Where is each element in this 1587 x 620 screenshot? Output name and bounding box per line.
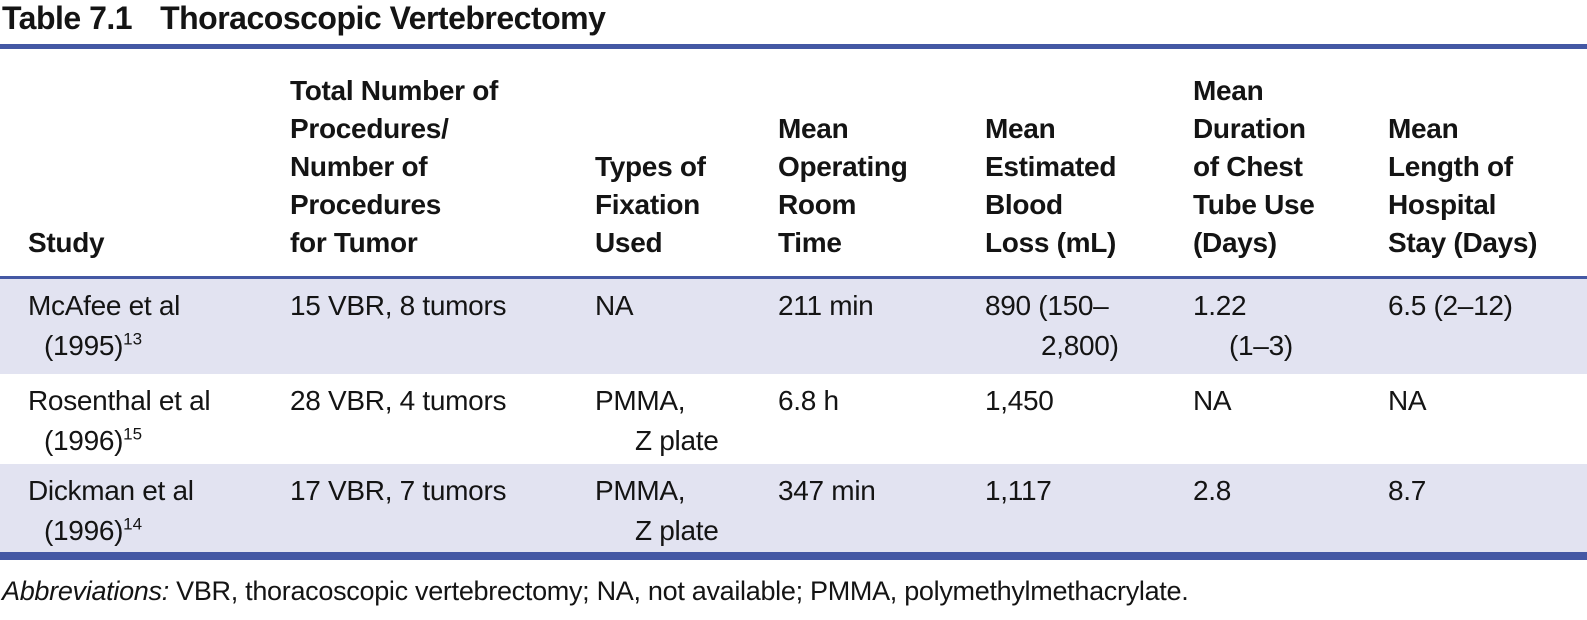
citation-superscript: 13 — [123, 329, 143, 349]
table-title: Table 7.1 Thoracoscopic Vertebrectomy — [0, 0, 1587, 44]
table-row-mcafee: McAfee et al (1995)13 15 VBR, 8 tumors N… — [0, 279, 1587, 374]
cell-blood-loss: 1,117 — [985, 475, 1052, 506]
cell-procedures: 15 VBR, 8 tumors — [290, 290, 507, 321]
citation-superscript: 15 — [123, 424, 143, 444]
abbreviations-label: Abbreviations: — [2, 576, 169, 606]
header-cell-chest-tube: Mean Duration of Chest Tube Use (Days) — [1193, 75, 1315, 258]
cell-procedures: 17 VBR, 7 tumors — [290, 475, 507, 506]
table-row-rosenthal: Rosenthal et al (1996)15 28 VBR, 4 tumor… — [0, 374, 1587, 464]
header-cell-blood-loss: Mean Estimated Blood Loss (mL) — [985, 113, 1117, 258]
cell-blood-loss: 890 (150– 2,800) — [985, 290, 1119, 361]
cell-or-time: 6.8 h — [778, 385, 839, 416]
cell-chest-tube: NA — [1193, 385, 1232, 416]
cell-study: Rosenthal et al (1996)15 — [0, 374, 290, 461]
table-number: Table 7.1 — [2, 0, 133, 36]
cell-fixation: PMMA, Z plate — [595, 385, 719, 456]
header-cell-hospital-stay: Mean Length of Hospital Stay (Days) — [1388, 113, 1538, 258]
cell-chest-tube: 2.8 — [1193, 475, 1232, 506]
header-row: Study Total Number of Procedures/ Number… — [0, 49, 1587, 276]
top-divider — [0, 44, 1587, 49]
cell-or-time: 347 min — [778, 475, 876, 506]
cell-or-time: 211 min — [778, 290, 874, 321]
cell-hospital-stay: 6.5 (2–12) — [1388, 290, 1513, 321]
table-title-text: Thoracoscopic Vertebrectomy — [160, 0, 606, 36]
bottom-divider — [0, 552, 1587, 560]
cell-study: Dickman et al (1996)14 — [0, 464, 290, 551]
table-row-dickman: Dickman et al (1996)14 17 VBR, 7 tumors … — [0, 464, 1587, 552]
cell-hospital-stay: 8.7 — [1388, 475, 1427, 506]
cell-fixation: NA — [595, 290, 634, 321]
cell-fixation: PMMA, Z plate — [595, 475, 719, 546]
header-cell-study: Study — [28, 227, 105, 258]
header-cell-procedures: Total Number of Procedures/ Number of Pr… — [290, 75, 499, 258]
abbreviations-text: VBR, thoracoscopic vertebrectomy; NA, no… — [168, 576, 1189, 606]
cell-hospital-stay: NA — [1388, 385, 1427, 416]
cell-chest-tube: 1.22 (1–3) — [1193, 290, 1293, 361]
cell-study: McAfee et al (1995)13 — [0, 279, 290, 366]
header-cell-fixation: Types of Fixation Used — [595, 151, 706, 258]
cell-blood-loss: 1,450 — [985, 385, 1054, 416]
header-cell-or-time: Mean Operating Room Time — [778, 113, 908, 258]
cell-procedures: 28 VBR, 4 tumors — [290, 385, 507, 416]
cell-study-year: (1996)15 — [44, 424, 143, 456]
citation-superscript: 14 — [123, 514, 143, 534]
abbreviations-note: Abbreviations: VBR, thoracoscopic verteb… — [0, 574, 1587, 608]
header-divider — [0, 276, 1587, 279]
cell-study-year: (1996)14 — [44, 514, 143, 546]
cell-study-year: (1995)13 — [44, 329, 143, 361]
